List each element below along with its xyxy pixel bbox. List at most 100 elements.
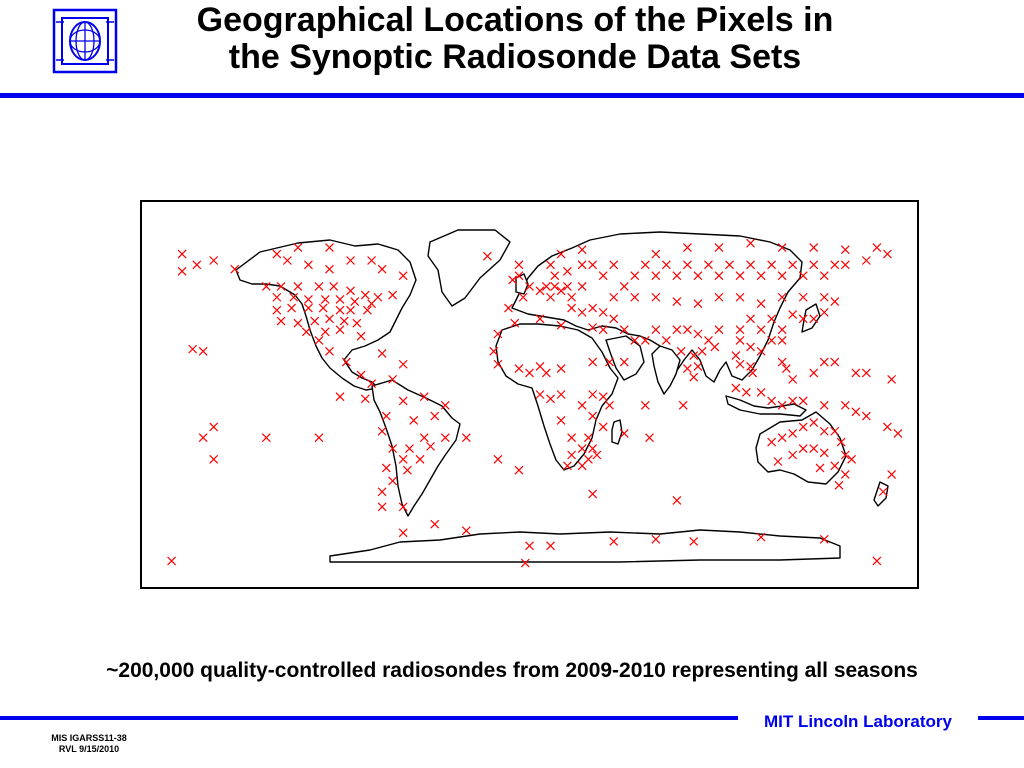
station-marker: [405, 444, 414, 453]
station-marker: [525, 541, 534, 551]
station-marker: [198, 346, 208, 356]
station-marker: [777, 336, 787, 345]
station-marker: [546, 541, 555, 551]
station-marker: [830, 297, 840, 306]
station-marker: [493, 454, 503, 464]
station-marker: [588, 260, 598, 270]
footer-divider-right: [978, 716, 1024, 720]
station-marker: [556, 320, 566, 330]
station-marker: [887, 470, 897, 479]
station-marker: [320, 294, 330, 304]
station-marker: [777, 357, 787, 367]
station-marker: [714, 292, 724, 302]
station-marker: [809, 260, 819, 270]
station-marker: [725, 260, 734, 270]
station-marker: [430, 519, 440, 529]
station-marker: [514, 271, 524, 281]
station-marker: [209, 454, 219, 464]
station-marker: [514, 364, 524, 373]
station-marker: [777, 433, 787, 443]
station-marker: [398, 502, 408, 512]
station-marker: [325, 264, 334, 274]
station-marker: [346, 305, 355, 315]
station-marker: [630, 292, 640, 302]
station-marker: [788, 374, 798, 384]
station-marker: [377, 264, 387, 274]
station-marker: [640, 260, 650, 270]
station-marker: [676, 346, 686, 356]
station-marker: [367, 256, 377, 265]
station-marker: [335, 325, 345, 335]
station-marker: [209, 422, 219, 432]
station-marker: [419, 392, 429, 402]
station-marker: [746, 260, 755, 270]
station-marker: [645, 433, 654, 443]
station-marker: [756, 271, 766, 281]
station-marker: [689, 372, 699, 382]
station-marker: [830, 357, 840, 367]
station-marker: [830, 260, 840, 270]
station-marker: [609, 260, 619, 270]
station-marker: [440, 433, 450, 443]
station-marker: [672, 325, 682, 335]
station-marker: [562, 461, 572, 471]
station-marker: [541, 282, 551, 291]
station-marker: [282, 256, 292, 265]
station-marker: [588, 357, 598, 367]
station-marker: [819, 448, 829, 458]
south-america: [371, 379, 461, 517]
station-marker: [819, 292, 829, 302]
station-marker: [388, 290, 398, 300]
station-marker: [318, 303, 328, 313]
indonesia: [725, 395, 807, 417]
station-marker: [577, 461, 587, 471]
station-marker: [335, 392, 345, 402]
station-marker: [293, 282, 303, 291]
station-marker: [304, 303, 313, 313]
station-marker: [872, 556, 882, 566]
station-marker: [878, 487, 888, 497]
station-marker: [398, 271, 408, 281]
station-marker: [556, 249, 566, 259]
station-marker: [682, 260, 692, 270]
station-marker: [546, 394, 555, 404]
station-marker: [777, 292, 787, 302]
station-marker: [746, 361, 755, 371]
station-marker: [819, 400, 829, 410]
station-marker: [735, 292, 745, 302]
station-marker: [798, 396, 808, 406]
station-marker: [550, 282, 560, 291]
station-marker: [314, 433, 324, 443]
slide-ref-date: RVL 9/15/2010: [58, 744, 120, 754]
station-marker: [598, 422, 608, 432]
station-marker: [367, 299, 377, 309]
station-marker: [809, 314, 819, 324]
station-marker: [598, 392, 608, 402]
station-marker: [788, 260, 798, 270]
station-marker: [588, 390, 598, 399]
station-marker: [198, 433, 208, 443]
station-marker: [609, 292, 619, 302]
station-marker: [834, 480, 844, 490]
station-marker: [756, 325, 766, 335]
caption: ~200,000 quality-controlled radiosondes …: [106, 659, 918, 682]
station-marker: [525, 282, 534, 291]
station-marker: [651, 292, 661, 302]
station-marker: [630, 271, 640, 281]
station-marker: [325, 314, 334, 324]
station-marker: [756, 387, 766, 397]
station-marker: [767, 396, 777, 406]
station-marker: [840, 260, 850, 270]
station-marker: [556, 416, 566, 425]
station-marker: [609, 314, 619, 324]
station-marker: [640, 400, 650, 410]
station-marker: [360, 290, 370, 300]
mit-ll-logo-icon: [52, 8, 118, 74]
station-marker: [798, 422, 808, 432]
station-marker: [651, 325, 661, 335]
station-marker: [746, 342, 755, 352]
station-marker: [741, 387, 751, 397]
station-marker: [493, 359, 503, 369]
station-marker: [419, 433, 429, 443]
station-marker: [388, 476, 398, 486]
